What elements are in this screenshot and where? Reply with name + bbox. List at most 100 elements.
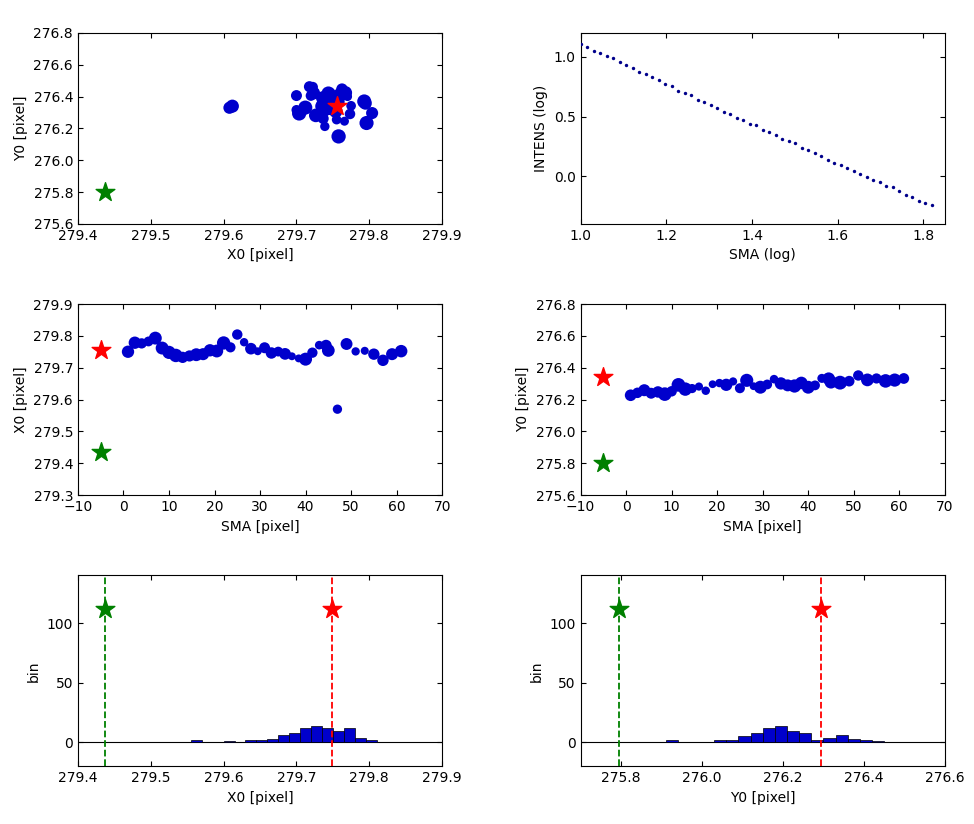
Point — [651, 386, 666, 399]
Point — [291, 352, 307, 365]
Point — [685, 382, 700, 396]
Point — [860, 373, 876, 386]
Point — [924, 199, 940, 212]
Point — [120, 345, 135, 358]
Point — [343, 99, 358, 112]
Point — [896, 372, 912, 385]
Point — [644, 386, 659, 400]
Bar — [799, 733, 811, 742]
Bar — [847, 739, 860, 742]
Point — [742, 117, 758, 130]
Point — [887, 373, 903, 386]
Point — [323, 96, 339, 110]
Point — [801, 381, 816, 394]
Point — [898, 189, 914, 202]
Point — [671, 378, 687, 391]
Point — [305, 346, 320, 359]
Point — [140, 335, 156, 348]
Point — [755, 123, 770, 136]
Point — [364, 106, 380, 119]
Point — [612, 56, 627, 69]
Point — [833, 158, 848, 171]
Point — [315, 91, 330, 105]
Bar — [823, 737, 836, 742]
Point — [127, 336, 142, 349]
Point — [823, 376, 839, 389]
Bar — [365, 740, 377, 742]
Point — [203, 344, 218, 357]
Point — [678, 382, 693, 396]
Bar — [751, 733, 763, 742]
Bar — [355, 737, 365, 742]
Bar — [836, 735, 847, 742]
Point — [97, 602, 113, 616]
Point — [846, 164, 862, 177]
Point — [312, 339, 327, 352]
Point — [807, 379, 823, 392]
X-axis label: SMA [pixel]: SMA [pixel] — [221, 520, 299, 534]
Point — [651, 73, 666, 87]
Point — [807, 147, 823, 160]
Point — [814, 372, 830, 385]
Point — [612, 602, 627, 616]
Point — [284, 349, 300, 363]
Point — [723, 107, 738, 120]
Point — [358, 116, 374, 129]
Point — [872, 176, 887, 189]
Point — [852, 167, 868, 180]
Point — [339, 337, 355, 350]
Y-axis label: bin: bin — [27, 660, 41, 681]
Point — [331, 130, 347, 143]
Point — [385, 348, 400, 361]
Point — [716, 105, 731, 119]
Point — [320, 87, 336, 100]
X-axis label: Y0 [pixel]: Y0 [pixel] — [730, 791, 796, 805]
Point — [250, 344, 266, 358]
Point — [161, 346, 176, 359]
X-axis label: X0 [pixel]: X0 [pixel] — [227, 791, 293, 805]
Point — [324, 602, 340, 616]
Point — [703, 98, 719, 111]
Bar — [738, 737, 751, 742]
Point — [773, 377, 789, 390]
Point — [302, 80, 318, 93]
Point — [767, 372, 782, 386]
Point — [891, 185, 907, 198]
Point — [356, 95, 372, 108]
Point — [698, 384, 714, 397]
Point — [692, 380, 707, 393]
Y-axis label: Y0 [pixel]: Y0 [pixel] — [516, 367, 531, 433]
Point — [878, 374, 893, 387]
Point — [320, 344, 336, 357]
Bar — [727, 740, 738, 742]
Point — [316, 112, 331, 125]
Point — [318, 95, 333, 108]
Point — [244, 342, 259, 355]
Point — [780, 379, 796, 392]
Point — [595, 371, 611, 384]
Point — [762, 126, 777, 139]
Point — [321, 101, 337, 114]
Point — [618, 59, 634, 72]
Point — [813, 602, 829, 616]
Point — [342, 107, 357, 120]
Point — [788, 137, 804, 150]
Point — [729, 111, 744, 124]
Point — [580, 40, 595, 54]
Point — [328, 105, 344, 118]
Point — [326, 95, 342, 108]
Point — [631, 66, 647, 79]
Point — [573, 37, 588, 50]
Bar — [300, 728, 311, 742]
Point — [911, 194, 926, 208]
Point — [356, 344, 372, 358]
Bar — [787, 731, 799, 742]
Point — [298, 102, 314, 115]
Point — [216, 336, 232, 349]
Point — [599, 49, 615, 63]
Point — [585, 44, 601, 58]
X-axis label: SMA (log): SMA (log) — [730, 248, 796, 262]
Point — [859, 171, 875, 184]
Point — [288, 89, 304, 102]
Point — [719, 378, 734, 391]
